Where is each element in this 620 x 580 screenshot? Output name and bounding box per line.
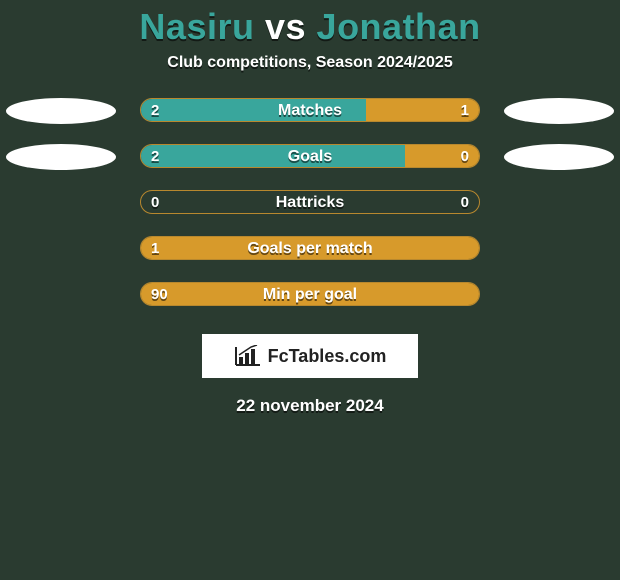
player2-marker [504, 98, 614, 124]
subtitle: Club competitions, Season 2024/2025 [0, 54, 620, 72]
stat-bar: 00Hattricks [140, 190, 480, 214]
brand-box: FcTables.com [202, 334, 418, 378]
player1-name: Nasiru [139, 6, 254, 47]
stat-bar-right [405, 145, 479, 167]
stat-row: 21Matches [0, 98, 620, 144]
brand-text: FcTables.com [268, 346, 387, 367]
bar-chart-icon [234, 345, 262, 367]
page-title: Nasiru vs Jonathan [0, 6, 620, 48]
stat-bar-right [366, 99, 479, 121]
stat-rows: 21Matches 20Goals 00Hattricks 1Goals per ma… [0, 98, 620, 328]
comparison-infographic: Nasiru vs Jonathan Club competitions, Se… [0, 0, 620, 580]
stat-bar-fill [141, 237, 479, 259]
stat-bar-left [141, 145, 405, 167]
stat-row: 90Min per goal [0, 282, 620, 328]
player2-name: Jonathan [317, 6, 481, 47]
stat-row: 00Hattricks [0, 190, 620, 236]
stat-bar: 90Min per goal [140, 282, 480, 306]
stat-bar: 20Goals [140, 144, 480, 168]
player1-marker [6, 144, 116, 170]
stat-bar-fill [141, 283, 479, 305]
stat-bar: 1Goals per match [140, 236, 480, 260]
player2-marker [504, 144, 614, 170]
stat-bar-fill [141, 191, 479, 213]
stat-row: 20Goals [0, 144, 620, 190]
date-label: 22 november 2024 [0, 396, 620, 416]
player1-marker [6, 98, 116, 124]
stat-row: 1Goals per match [0, 236, 620, 282]
vs-separator: vs [265, 6, 306, 47]
stat-bar-left [141, 99, 366, 121]
stat-bar: 21Matches [140, 98, 480, 122]
